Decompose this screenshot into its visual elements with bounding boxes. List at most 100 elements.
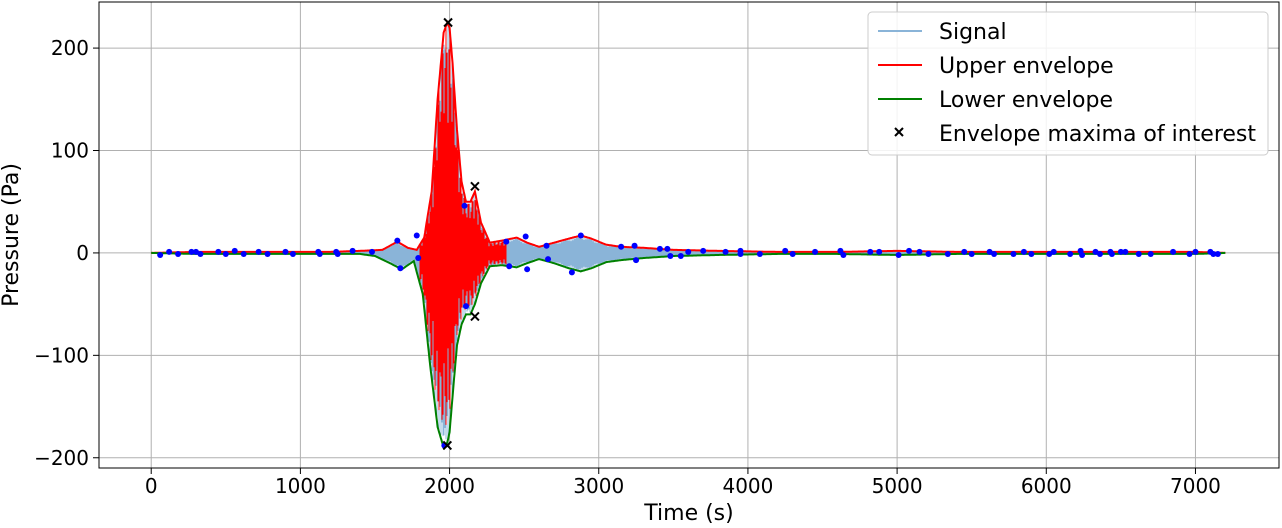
y-tick-label: −100 [34,343,89,367]
plot-frame [98,1,1280,469]
extremum-point [461,202,468,209]
extremum-point [656,245,663,252]
y-axis-ticks: 200 100 0 −100 −200 [34,36,99,470]
extremum-point [677,252,684,259]
extremum-point [1122,248,1129,255]
envelope-maximum-marker [442,440,453,451]
legend-label-upper-envelope: Upper envelope [939,54,1114,79]
extremum-point [812,248,819,255]
extremum-point [756,250,763,257]
extremum-point [944,250,951,257]
envelope-maxima-markers [442,17,480,451]
y-tick-label: 200 [51,36,89,60]
extremum-point [1214,250,1221,257]
envelope-maximum-marker [443,17,453,28]
extremum-point [197,250,204,257]
extremum-point [524,266,531,273]
x-tick-label: 4000 [722,474,773,498]
extremum-point [282,248,289,255]
x-axis-ticks: 0 1000 2000 3000 4000 5000 6000 7000 [145,468,1221,498]
x-tick-label: 5000 [872,474,923,498]
extremum-point [1010,250,1017,257]
extremum-point [568,269,575,276]
extremum-point [1210,250,1217,257]
extremum-point [961,248,968,255]
extremum-point [1020,248,1027,255]
extremum-point [685,248,692,255]
extremum-point [289,250,296,257]
extremum-point [789,250,796,257]
extremum-point [991,250,998,257]
extremum-point [1108,250,1115,257]
extremum-point [394,237,401,244]
extremum-point [1079,251,1086,258]
extremum-point [503,238,510,245]
x-tick-label: 2000 [424,474,475,498]
extremum-point [545,256,552,263]
y-tick-label: 100 [51,139,89,163]
extremum-point [1028,250,1035,257]
extremum-point [543,242,550,249]
extremum-point [1067,250,1074,257]
extremum-point [462,303,469,310]
extremum-point [906,247,913,254]
extremum-point [1170,248,1177,255]
extremum-point [700,247,707,254]
extremum-point [255,248,262,255]
extremum-point [1046,250,1053,257]
extremum-point [413,232,420,239]
y-axis-label: Pressure (Pa) [0,163,24,307]
extremum-point [316,250,323,257]
extremum-point [876,248,883,255]
extremum-point [522,233,529,240]
extremum-point [192,248,199,255]
extremum-point [1096,250,1103,257]
extremum-point [986,248,993,255]
legend-label-maxima: Envelope maxima of interest [939,122,1256,147]
signal-burst-line [419,26,507,425]
x-tick-label: 3000 [573,474,624,498]
extremum-point [722,248,729,255]
extremum-point [506,263,513,270]
extremum-point [968,250,975,257]
plot-area [151,17,1226,451]
extremum-point [916,248,923,255]
extremum-point [264,250,271,257]
extremum-point [334,250,341,257]
extremum-point [1135,250,1142,257]
extremum-point [1117,248,1124,255]
extremum-point [631,242,638,249]
legend-label-signal: Signal [939,20,1007,45]
extremum-point [415,255,422,262]
extremum-point [1092,248,1099,255]
extremum-point [231,247,238,254]
extremum-point [667,252,674,259]
envelope-maximum-marker [470,311,480,322]
x-tick-label: 6000 [1021,474,1072,498]
extremum-point [782,247,789,254]
y-tick-label: 0 [76,241,89,265]
extremum-point [925,250,932,257]
extremum-point [895,251,902,258]
legend: Signal Upper envelope Lower envelope Env… [867,11,1269,156]
extremum-point [577,232,584,239]
x-tick-label: 7000 [1170,474,1221,498]
legend-box [867,11,1269,156]
y-tick-label: −200 [34,446,89,470]
extremum-point [157,251,164,258]
extremum-point [618,243,625,250]
extremum-point [175,250,182,257]
extremum-point [633,257,640,264]
x-tick-label: 0 [145,474,158,498]
extremum-point [188,248,195,255]
extremum-point [368,248,375,255]
extremum-point [166,248,173,255]
extrema-points [157,202,1221,449]
extremum-point [1147,250,1154,257]
extremum-point [840,251,847,258]
envelope-maximum-marker [470,181,480,192]
extremum-point [240,250,247,257]
extremum-point [737,250,744,257]
legend-label-lower-envelope: Lower envelope [939,88,1113,113]
